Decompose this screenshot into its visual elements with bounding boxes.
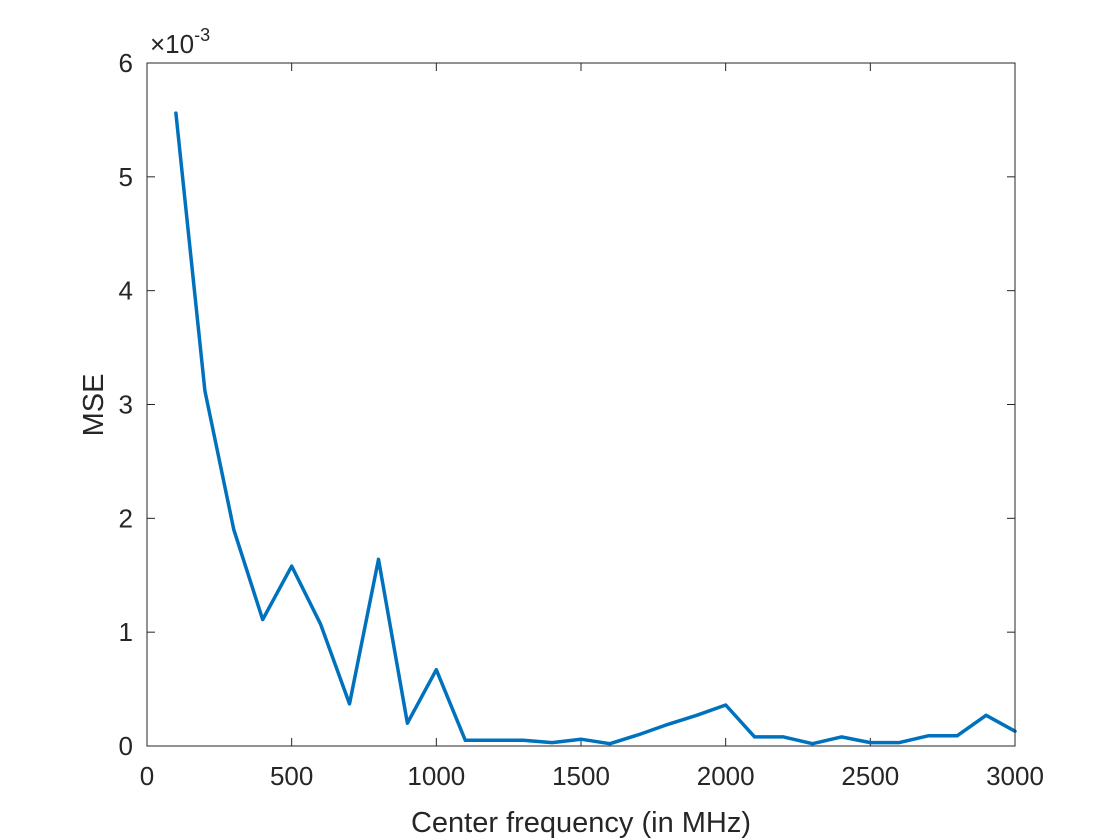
x-tick-label: 0 — [140, 761, 154, 791]
x-tick-label: 2000 — [697, 761, 755, 791]
x-axis-label: Center frequency (in MHz) — [411, 807, 751, 839]
y-tick-label: 4 — [119, 276, 133, 306]
y-axis-label: MSE — [78, 374, 110, 437]
y-tick-label: 2 — [119, 503, 133, 533]
x-tick-label: 1500 — [552, 761, 610, 791]
x-tick-labels: 0 500 1000 1500 2000 2500 3000 — [140, 761, 1044, 791]
y-exponent-power: -3 — [194, 25, 210, 45]
series-line — [174, 111, 1017, 746]
y-tick-label: 1 — [119, 617, 133, 647]
x-tick-label: 500 — [270, 761, 313, 791]
y-tick-label: 6 — [119, 48, 133, 78]
y-tick-labels: 0 1 2 3 4 5 6 — [119, 48, 133, 761]
y-exponent-base: ×10 — [150, 29, 194, 59]
y-tick-label: 3 — [119, 390, 133, 420]
x-tick-label: 3000 — [986, 761, 1044, 791]
x-tick-label: 2500 — [841, 761, 899, 791]
y-tick-label: 5 — [119, 162, 133, 192]
y-exponent-label: ×10-3 — [150, 25, 210, 59]
y-tick-label: 0 — [119, 731, 133, 761]
plot-frame — [146, 62, 1016, 747]
x-tick-label: 1000 — [407, 761, 465, 791]
series-layer — [174, 111, 1017, 746]
plot-area — [147, 63, 1015, 746]
